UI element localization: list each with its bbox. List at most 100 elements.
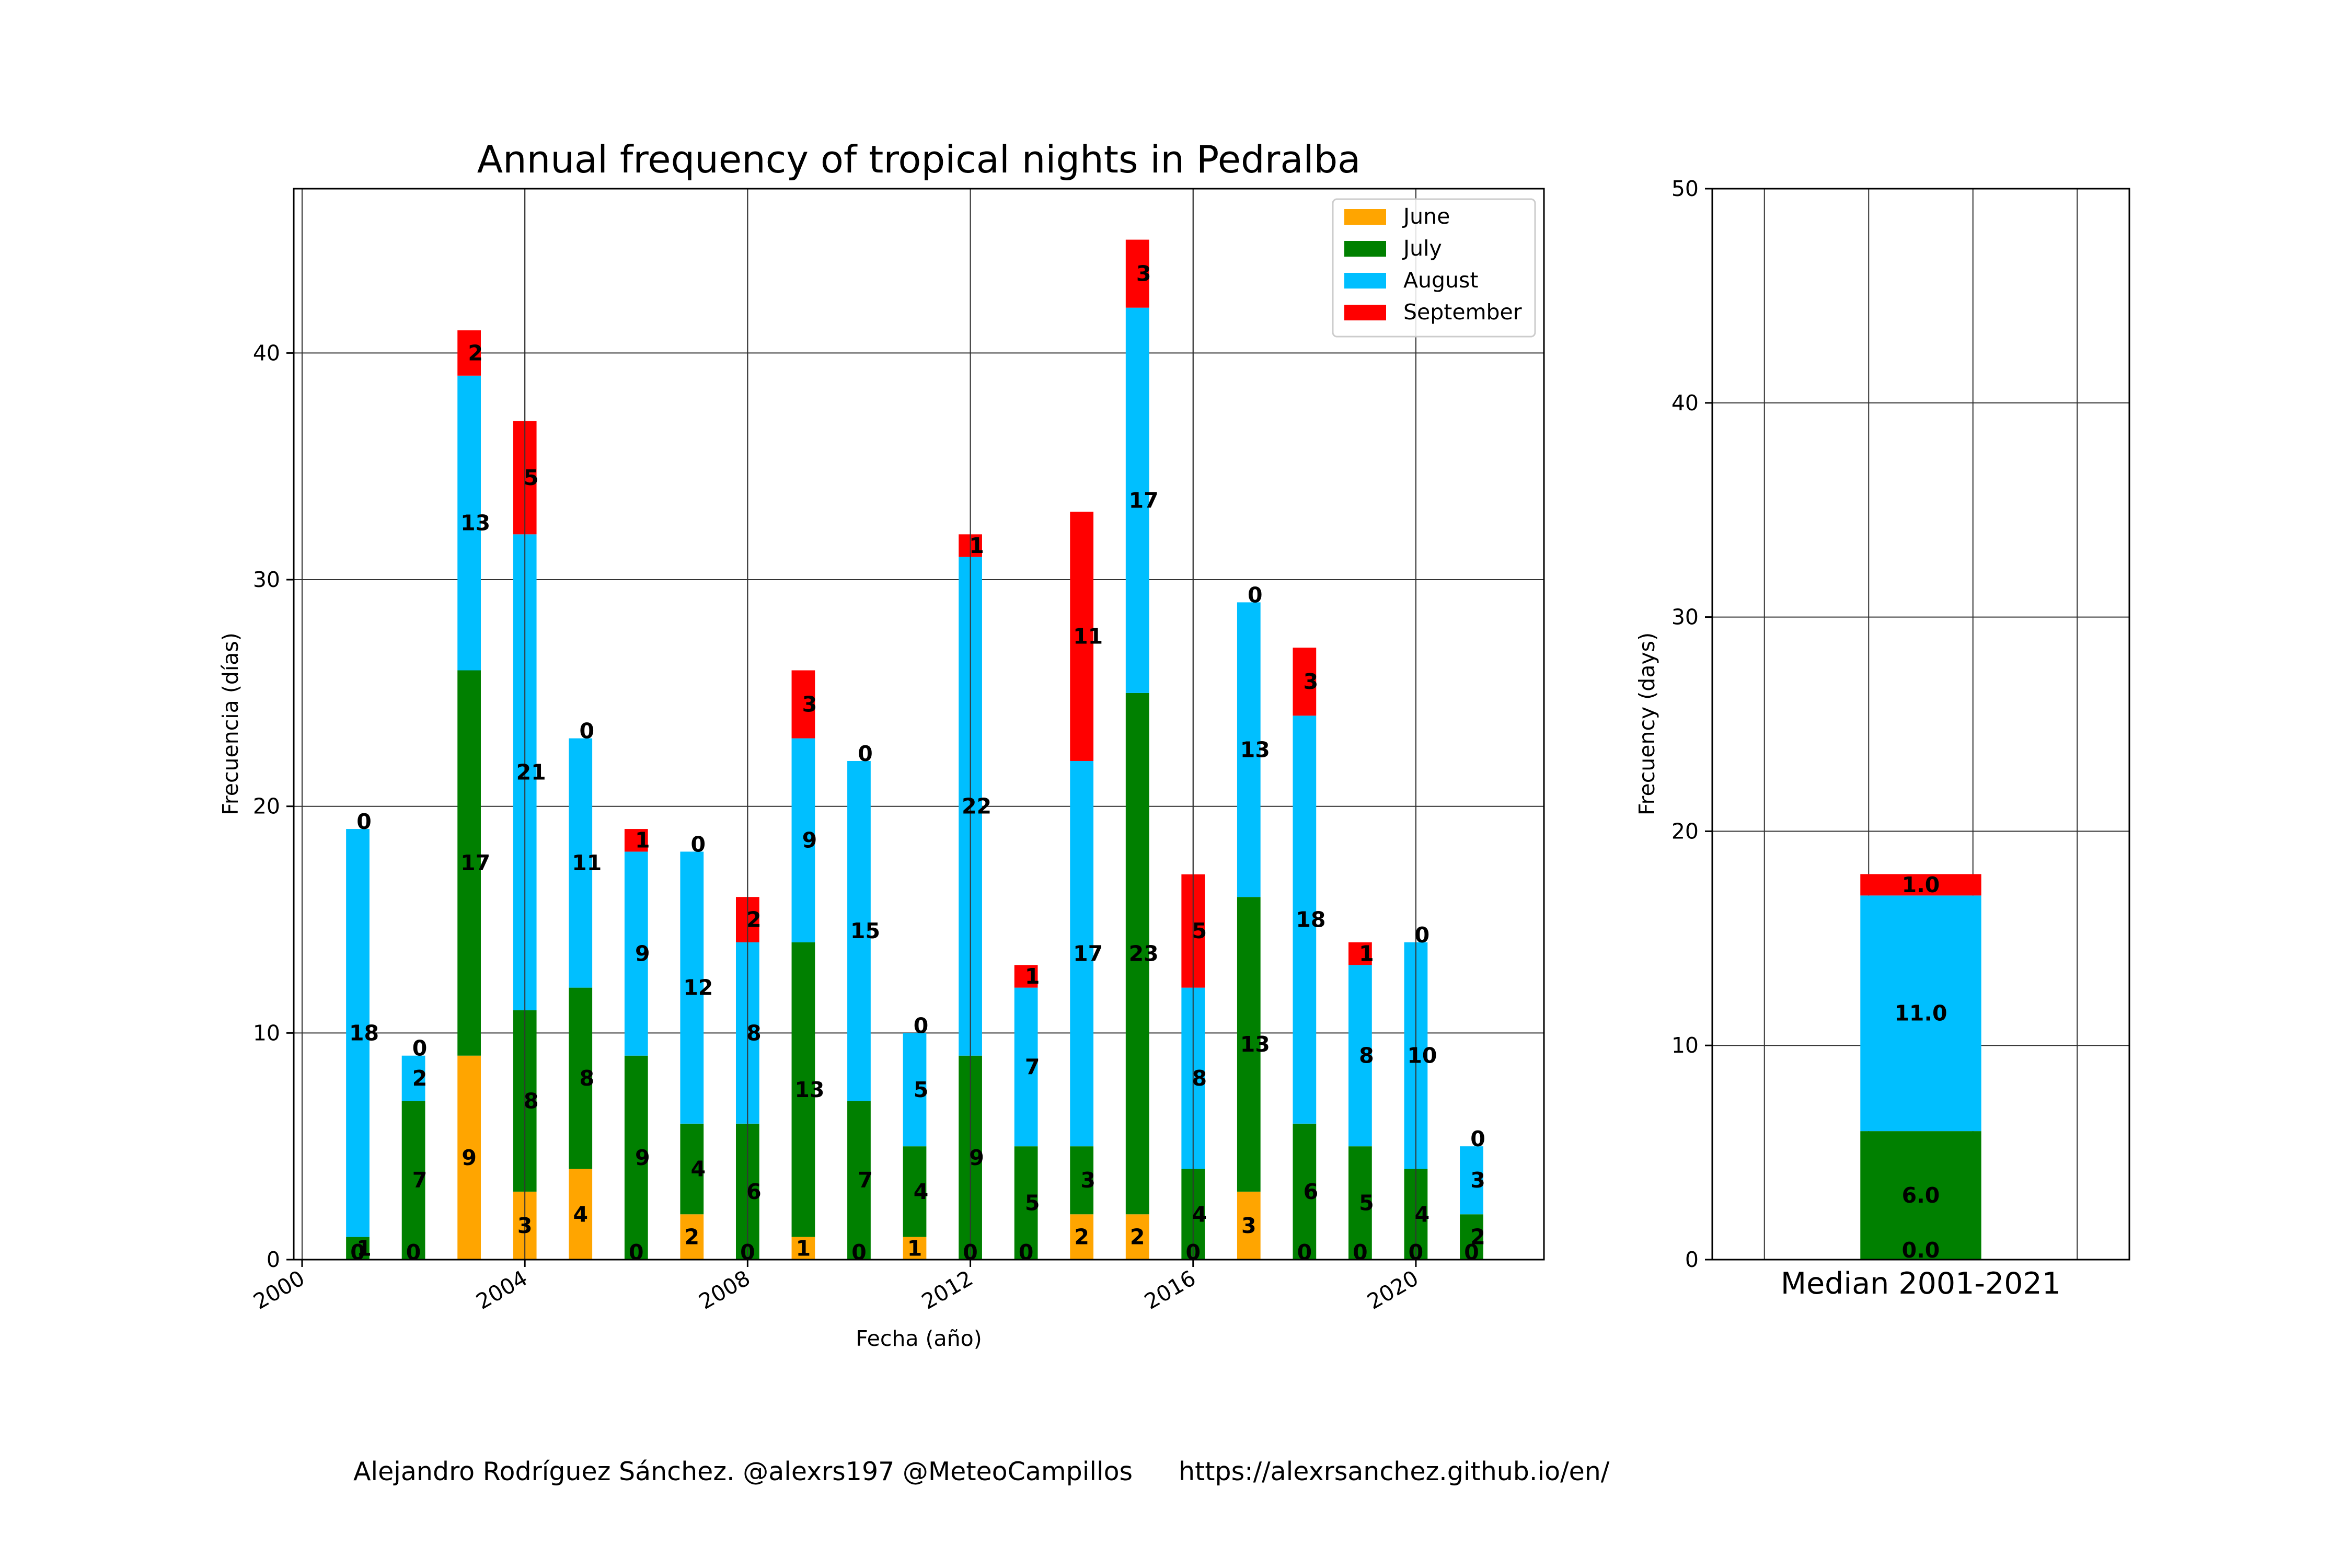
main-y-tick-label: 0: [267, 1247, 280, 1272]
data-label-june: 3: [517, 1213, 533, 1238]
data-label-august: 18: [349, 1020, 379, 1045]
data-label-june: 0: [406, 1240, 421, 1265]
data-label-august: 10: [1407, 1043, 1437, 1068]
data-label-june: 2: [685, 1225, 700, 1250]
bar-segment-july: [1014, 1146, 1038, 1260]
data-label-july: 9: [635, 1145, 650, 1170]
legend-label-september: September: [1403, 299, 1522, 325]
bar-segment-july: [624, 1055, 648, 1260]
main-x-axis-label: Fecha (año): [856, 1326, 982, 1351]
median-bar-segment-september: [1860, 874, 1981, 896]
bar-segment-july: [457, 670, 481, 1056]
median-y-axis-label: Frecuency (days): [1634, 632, 1659, 815]
data-label-july: 4: [914, 1179, 929, 1204]
data-label-september: 5: [1192, 918, 1207, 943]
bar-segment-july: [1293, 1123, 1317, 1260]
data-label-july: 8: [579, 1066, 594, 1091]
bar-segment-july: [346, 1237, 370, 1260]
data-label-august: 9: [802, 828, 817, 853]
data-label-september: 2: [746, 907, 762, 932]
data-label-july: 13: [1240, 1032, 1270, 1057]
data-label-july: 4: [1415, 1202, 1430, 1227]
data-label-july: 4: [691, 1157, 706, 1182]
median-data-label-september: 1.0: [1902, 872, 1940, 897]
data-label-june: 0: [629, 1240, 644, 1265]
median-x-label: Median 2001-2021: [1781, 1266, 2061, 1301]
bar-segment-august: [1460, 1146, 1483, 1215]
median-y-ticks: 0 10 20 30 40 50: [1671, 176, 1712, 1272]
bar-segment-june: [680, 1214, 704, 1260]
legend-box: [1332, 198, 1536, 338]
data-label-july: 3: [1080, 1168, 1096, 1193]
bar-segment-july: [1070, 1146, 1094, 1215]
legend-label-june: June: [1402, 204, 1450, 229]
bar-segment-august: [624, 851, 648, 1056]
data-label-august: 12: [683, 975, 713, 1000]
bar-segment-july: [1237, 897, 1261, 1192]
legend-label-july: July: [1402, 236, 1442, 261]
data-label-september: 0: [356, 809, 372, 834]
bar-segment-september: [457, 330, 481, 376]
median-bar-segment-july: [1860, 1131, 1981, 1260]
data-label-august: 17: [1129, 488, 1159, 513]
data-label-august: 9: [635, 941, 650, 966]
bar-segment-september: [1125, 239, 1149, 308]
median-bar-segment-august: [1860, 895, 1981, 1132]
data-label-august: 11: [572, 850, 602, 875]
bar-segment-september: [1348, 942, 1372, 965]
data-label-september: 3: [802, 692, 817, 717]
data-label-august: 2: [412, 1066, 428, 1091]
data-label-july: 7: [412, 1168, 428, 1193]
data-label-september: 11: [1073, 624, 1103, 649]
data-label-september: 1: [969, 533, 984, 558]
data-label-august: 15: [850, 918, 880, 943]
bar-segment-august: [1348, 965, 1372, 1147]
median-data-label-june: 0.0: [1902, 1238, 1940, 1263]
data-label-august: 22: [962, 794, 991, 819]
data-label-september: 0: [691, 832, 706, 857]
bar-segment-august: [1070, 760, 1094, 1147]
legend-label-august: August: [1403, 268, 1478, 293]
data-label-september: 3: [1136, 261, 1151, 286]
data-label-june: 0: [1464, 1240, 1479, 1265]
data-label-september: 0: [412, 1036, 428, 1061]
data-label-september: 5: [524, 465, 539, 490]
data-label-july: 5: [1025, 1191, 1040, 1216]
main-bars: [346, 239, 1483, 1260]
bar-segment-july: [1125, 693, 1149, 1215]
data-label-august: 17: [1073, 941, 1103, 966]
legend: June July August September: [1332, 198, 1536, 338]
bar-segment-july: [791, 942, 815, 1237]
data-label-june: 0: [1019, 1240, 1034, 1265]
bar-segment-july: [401, 1101, 425, 1260]
legend-swatch-august: [1344, 273, 1386, 289]
data-label-july: 23: [1129, 941, 1159, 966]
bar-segment-september: [791, 670, 815, 739]
data-label-august: 3: [1470, 1168, 1485, 1193]
data-label-june: 1: [796, 1236, 811, 1261]
data-label-july: 7: [858, 1168, 873, 1193]
median-data-label-august: 11.0: [1894, 1001, 1947, 1026]
legend-swatch-july: [1344, 241, 1386, 257]
median-y-tick-label: 30: [1671, 605, 1699, 630]
bar-segment-july: [1348, 1146, 1372, 1260]
data-label-june: 0: [1297, 1240, 1312, 1265]
bar-segment-august: [1293, 716, 1317, 1124]
median-data-label-july: 6.0: [1902, 1183, 1940, 1208]
footer-url[interactable]: https://alexrsanchez.github.io/en/: [1179, 1457, 1610, 1486]
bar-segment-august: [847, 760, 871, 1101]
median-y-tick-label: 50: [1671, 176, 1699, 201]
data-label-july: 5: [1359, 1191, 1374, 1216]
bar-segment-august: [1014, 987, 1038, 1147]
bar-segment-september: [1293, 648, 1317, 716]
bar-segment-july: [680, 1123, 704, 1215]
data-label-june: 0: [851, 1240, 867, 1265]
bar-segment-august: [791, 738, 815, 942]
main-y-tick-label: 30: [253, 567, 280, 592]
bar-segment-august: [903, 1033, 927, 1147]
median-y-tick-label: 20: [1671, 818, 1699, 844]
data-label-september: 3: [1304, 669, 1319, 694]
bar-segment-june: [1125, 1214, 1149, 1260]
main-y-tick-label: 10: [253, 1020, 280, 1045]
